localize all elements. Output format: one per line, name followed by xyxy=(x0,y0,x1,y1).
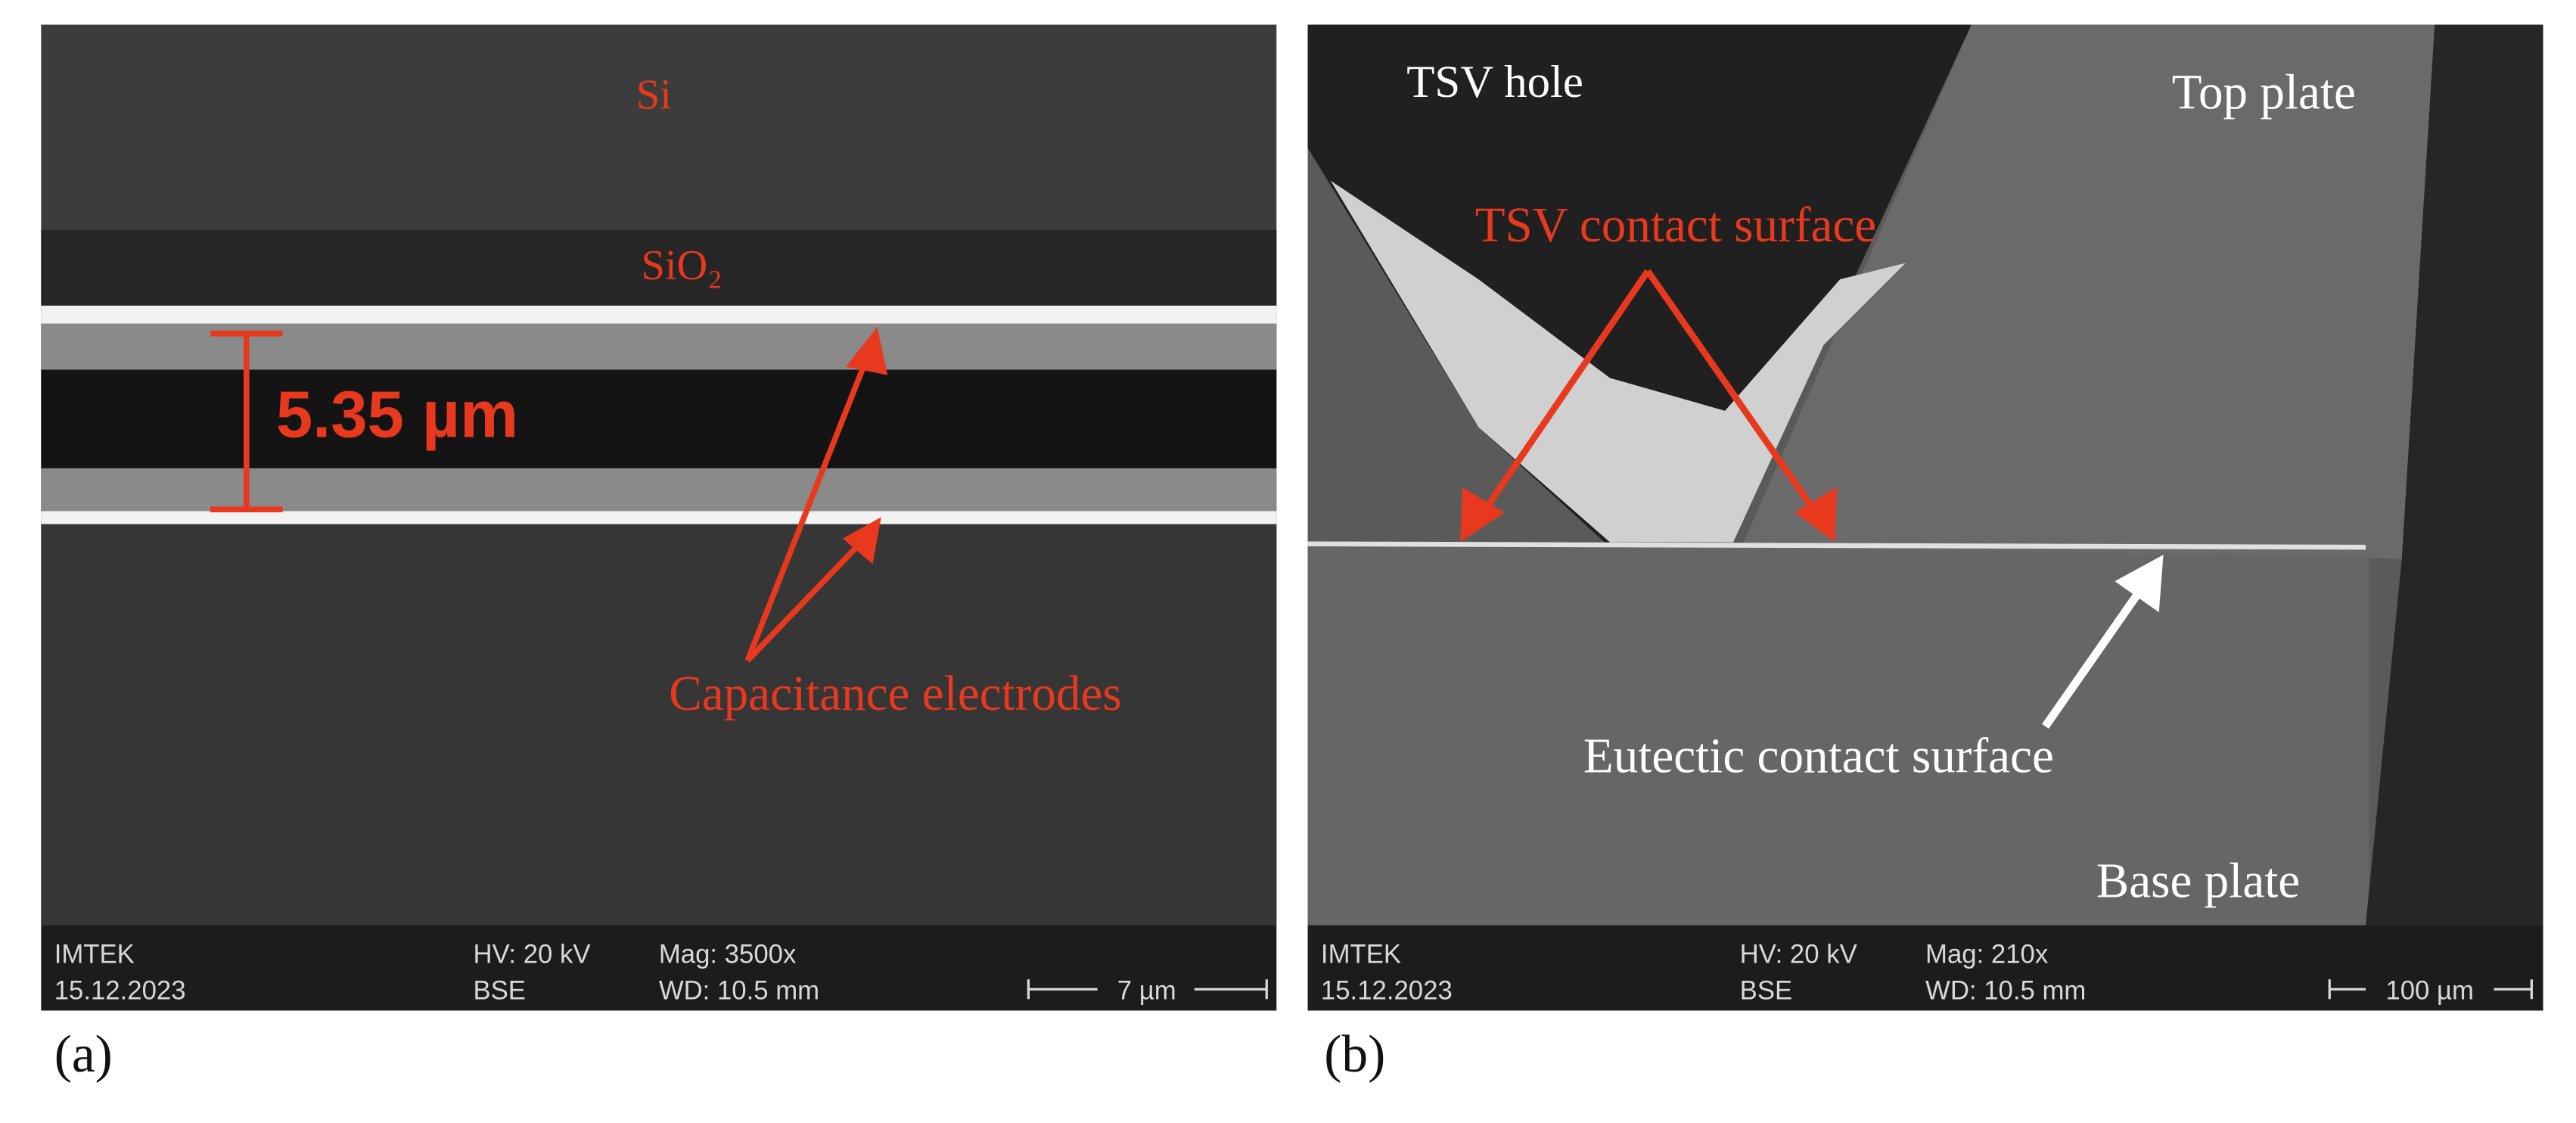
annotation: Top plate xyxy=(2172,65,2356,120)
annotation: Si xyxy=(636,71,672,118)
scale-label: 7 µm xyxy=(1117,976,1176,1005)
textured-layer xyxy=(41,468,1277,512)
info-bar xyxy=(41,925,1277,1011)
tsv-metal xyxy=(1330,180,1906,543)
annotation: Base plate xyxy=(2096,854,2300,909)
annotation: Eutectic contact surface xyxy=(1583,729,2054,784)
info-text: HV: 20 kV xyxy=(1740,940,1858,969)
panel-label: (a) xyxy=(54,1025,113,1084)
info-text: 15.12.2023 xyxy=(1321,976,1453,1005)
annotation: TSV hole xyxy=(1406,57,1583,107)
electrode xyxy=(41,511,1277,524)
bond-line xyxy=(1307,541,2366,550)
info-text: HV: 20 kV xyxy=(473,940,591,969)
info-text: BSE xyxy=(473,976,526,1005)
scale-bar xyxy=(1027,979,1268,1000)
annotation: TSV contact surface xyxy=(1475,198,1876,253)
info-text: IMTEK xyxy=(1321,940,1401,969)
scale-bar xyxy=(2328,979,2533,1000)
annotation: SiO₂ xyxy=(641,242,722,289)
panel-b: TSV hole Top plate TSV contact surface E… xyxy=(1307,24,2543,1084)
annotation: Capacitance electrodes xyxy=(669,667,1121,721)
scale-label: 100 µm xyxy=(2385,976,2474,1005)
info-text: 15.12.2023 xyxy=(54,976,186,1005)
base-plate xyxy=(1307,547,2369,925)
arrows xyxy=(1460,269,1838,543)
info-text: IMTEK xyxy=(54,940,135,969)
gap-layer xyxy=(41,369,1277,468)
info-bar xyxy=(1307,925,2543,1011)
edge-region xyxy=(2366,24,2543,925)
top-plate xyxy=(1741,24,2435,559)
substrate xyxy=(41,524,1277,925)
info-text: BSE xyxy=(1740,976,1793,1005)
info-text: WD: 10.5 mm xyxy=(659,976,819,1005)
oxide-layer xyxy=(41,230,1277,306)
info-text: Mag: 3500x xyxy=(659,940,797,969)
panel-label: (b) xyxy=(1324,1025,1385,1084)
arrow xyxy=(2042,555,2164,729)
dimension-bar xyxy=(210,331,283,512)
textured-layer xyxy=(41,323,1277,370)
dimension-label: 5.35 µm xyxy=(276,378,518,452)
info-text: Mag: 210x xyxy=(1925,940,2048,969)
panel-a: Si SiO₂ 5.35 µm Capacitance electrodes I… xyxy=(41,24,1277,1084)
info-text: WD: 10.5 mm xyxy=(1925,976,2086,1005)
electrode xyxy=(41,305,1277,324)
arrows xyxy=(744,327,888,663)
